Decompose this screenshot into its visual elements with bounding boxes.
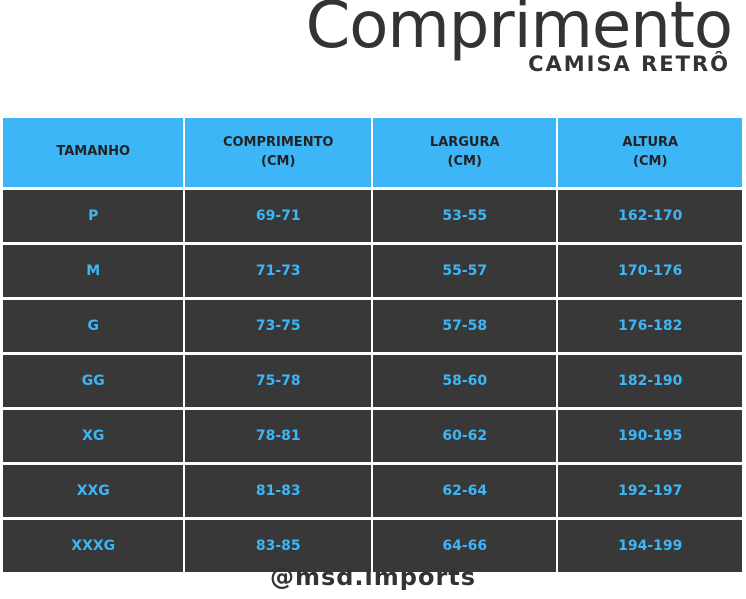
column-header-line: COMPRIMENTO bbox=[222, 134, 334, 150]
altura-cell: 182-190 bbox=[558, 355, 742, 407]
size-cell: G bbox=[3, 300, 184, 352]
altura-cell: 192-197 bbox=[558, 465, 742, 517]
table-header-row: TAMANHO COMPRIMENTO (CM) LARGURA (CM) AL… bbox=[3, 118, 742, 187]
comprimento-cell: 81-83 bbox=[185, 465, 371, 517]
column-header-unit: (CM) bbox=[447, 153, 482, 169]
table-row: XXG 81-83 62-64 192-197 bbox=[3, 465, 742, 517]
largura-cell: 55-57 bbox=[372, 245, 557, 297]
size-cell: XXXG bbox=[3, 520, 184, 572]
size-cell: M bbox=[3, 245, 184, 297]
largura-cell: 60-62 bbox=[372, 410, 557, 462]
largura-cell: 62-64 bbox=[372, 465, 557, 517]
table-row: GG 75-78 58-60 182-190 bbox=[3, 355, 742, 407]
comprimento-cell: 73-75 bbox=[185, 300, 371, 352]
comprimento-cell: 78-81 bbox=[185, 410, 371, 462]
comprimento-cell: 83-85 bbox=[185, 520, 371, 572]
altura-cell: 176-182 bbox=[558, 300, 742, 352]
page-subtitle: CAMISA RETRÔ bbox=[528, 52, 730, 76]
table-row: M 71-73 55-57 170-176 bbox=[3, 245, 742, 297]
largura-cell: 64-66 bbox=[372, 520, 557, 572]
altura-cell: 162-170 bbox=[558, 190, 742, 242]
column-header-line: ALTURA bbox=[622, 134, 679, 150]
largura-cell: 57-58 bbox=[372, 300, 557, 352]
comprimento-cell: 69-71 bbox=[185, 190, 371, 242]
comprimento-cell: 71-73 bbox=[185, 245, 371, 297]
column-header-tamanho: TAMANHO bbox=[3, 118, 184, 187]
column-header-largura: LARGURA (CM) bbox=[372, 118, 557, 187]
table-row: XG 78-81 60-62 190-195 bbox=[3, 410, 742, 462]
comprimento-cell: 75-78 bbox=[185, 355, 371, 407]
table-row: XXXG 83-85 64-66 194-199 bbox=[3, 520, 742, 572]
column-header-unit: (CM) bbox=[261, 153, 296, 169]
table-row: G 73-75 57-58 176-182 bbox=[3, 300, 742, 352]
size-cell: XG bbox=[3, 410, 184, 462]
page-title: Comprimento bbox=[305, 0, 733, 63]
column-header-line: LARGURA bbox=[429, 134, 500, 150]
largura-cell: 53-55 bbox=[372, 190, 557, 242]
size-cell: P bbox=[3, 190, 184, 242]
footer-handle: @msd.imports bbox=[269, 563, 477, 591]
column-header-comprimento: COMPRIMENTO (CM) bbox=[185, 118, 371, 187]
altura-cell: 194-199 bbox=[558, 520, 742, 572]
size-chart-table: TAMANHO COMPRIMENTO (CM) LARGURA (CM) AL… bbox=[1, 115, 744, 575]
column-header-unit: (CM) bbox=[633, 153, 668, 169]
size-cell: GG bbox=[3, 355, 184, 407]
size-cell: XXG bbox=[3, 465, 184, 517]
column-header-line: TAMANHO bbox=[56, 144, 131, 160]
altura-cell: 170-176 bbox=[558, 245, 742, 297]
altura-cell: 190-195 bbox=[558, 410, 742, 462]
largura-cell: 58-60 bbox=[372, 355, 557, 407]
table-row: P 69-71 53-55 162-170 bbox=[3, 190, 742, 242]
column-header-altura: ALTURA (CM) bbox=[558, 118, 742, 187]
